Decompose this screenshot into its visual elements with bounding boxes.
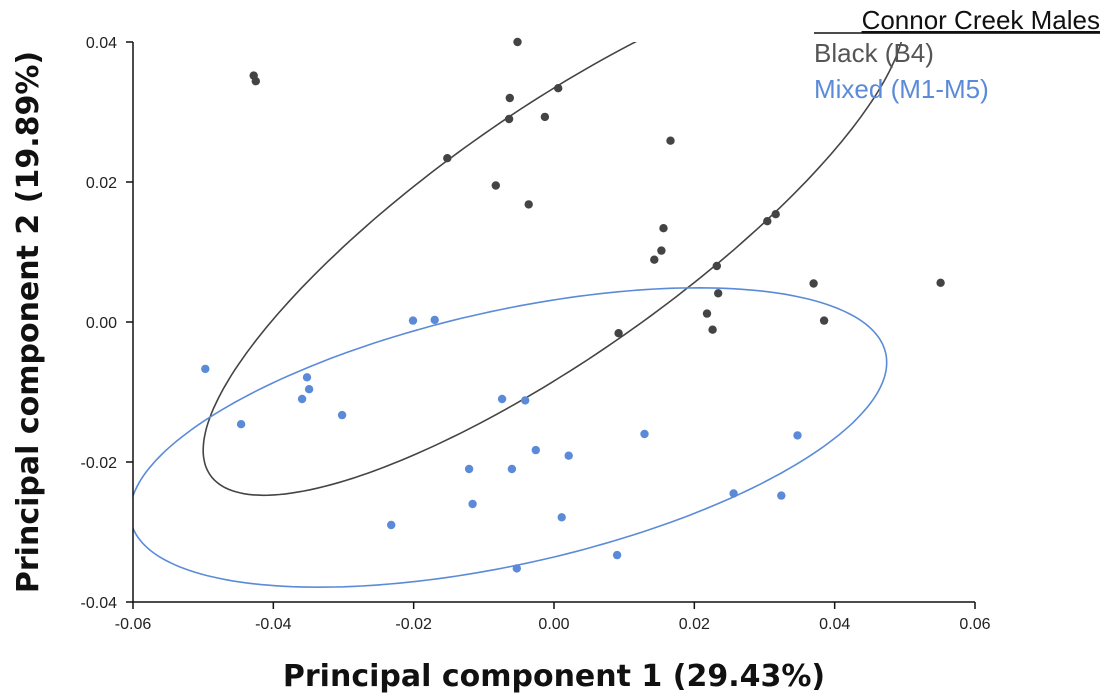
data-point-mixed: [408, 316, 418, 325]
legend-entry-black: Black (B4): [814, 38, 934, 68]
y-tick-label: 0.04: [86, 35, 117, 52]
data-point-mixed: [512, 564, 521, 573]
data-point-mixed: [507, 464, 517, 474]
data-point-black: [712, 261, 721, 271]
data-point-black: [505, 93, 514, 103]
x-tick-label: 0.00: [538, 616, 569, 633]
y-axis-title: Principal component 2 (19.89%): [11, 51, 46, 593]
data-point-black: [513, 37, 522, 47]
data-point-black: [524, 200, 533, 209]
data-point-mixed: [777, 491, 786, 500]
y-tick-label: -0.04: [81, 595, 118, 612]
data-point-black: [936, 278, 945, 287]
data-point-mixed: [297, 394, 307, 404]
data-point-black: [714, 289, 723, 298]
data-point-mixed: [236, 420, 246, 429]
data-point-black: [819, 316, 829, 325]
data-point-mixed: [302, 373, 312, 382]
data-point-black: [659, 224, 668, 233]
data-point-mixed: [612, 550, 622, 560]
data-point-black: [763, 217, 772, 226]
x-tick-label: -0.04: [255, 616, 292, 633]
data-point-mixed: [729, 489, 738, 498]
data-point-mixed: [201, 364, 210, 374]
x-tick-label: 0.02: [679, 616, 710, 633]
data-point-mixed: [564, 451, 573, 460]
x-tick-label: 0.06: [959, 616, 990, 633]
data-point-black: [614, 329, 623, 338]
data-point-mixed: [531, 445, 540, 455]
data-point-mixed: [497, 394, 507, 404]
confidence-ellipse-mixed: [133, 286, 888, 589]
x-tick-label: -0.06: [115, 616, 152, 633]
legend: Connor Creek Males Black (B4) Mixed (M1-…: [814, 5, 1100, 104]
legend-entry-mixed: Mixed (M1-M5): [814, 74, 989, 104]
data-point-mixed: [464, 464, 474, 474]
y-tick-label: 0.00: [86, 315, 117, 332]
confidence-ellipse-black: [202, 42, 903, 497]
data-point-mixed: [557, 513, 566, 522]
data-point-black: [443, 154, 452, 163]
data-point-black: [666, 136, 675, 145]
x-tick-label: -0.02: [395, 616, 432, 633]
data-point-mixed: [468, 499, 477, 509]
data-point-mixed: [793, 431, 802, 440]
data-point-mixed: [521, 396, 530, 405]
data-point-black: [708, 325, 717, 334]
data-point-black: [251, 77, 260, 86]
data-point-mixed: [337, 410, 347, 420]
data-point-black: [702, 309, 712, 318]
data-point-black: [809, 279, 818, 288]
data-point-mixed: [304, 385, 314, 394]
data-point-mixed: [387, 520, 396, 530]
data-point-black: [491, 181, 500, 190]
legend-title: Connor Creek Males: [862, 5, 1100, 35]
data-point-mixed: [430, 315, 439, 325]
x-axis-title: Principal component 1 (29.43%): [283, 659, 825, 694]
data-point-black: [771, 210, 780, 219]
data-point-black: [657, 246, 666, 255]
data-point-black: [650, 255, 659, 264]
data-point-black: [554, 84, 563, 93]
y-tick-label: 0.02: [86, 175, 117, 192]
data-point-black: [540, 112, 550, 122]
data-point-black: [504, 114, 514, 124]
y-tick-label: -0.02: [81, 455, 118, 472]
x-tick-label: 0.04: [819, 616, 850, 633]
data-point-mixed: [640, 429, 649, 439]
